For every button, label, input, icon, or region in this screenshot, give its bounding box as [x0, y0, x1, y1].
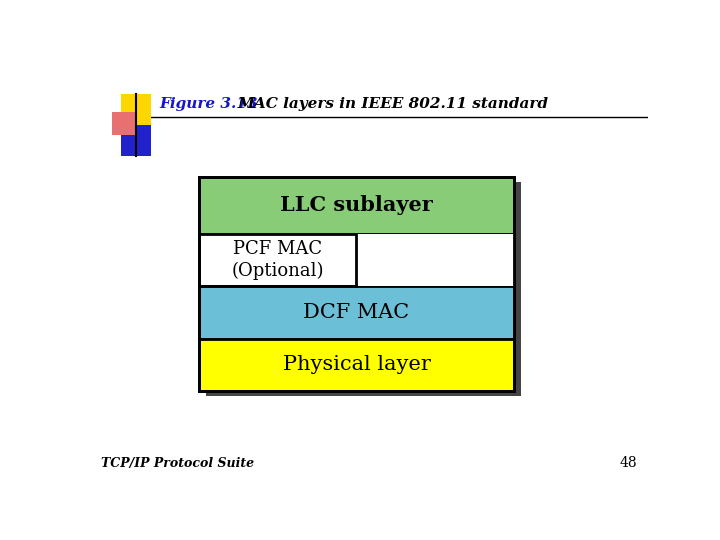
Bar [205, 182, 521, 239]
Text: LLC sublayer: LLC sublayer [280, 195, 433, 215]
Bar [121, 125, 151, 156]
Bar [356, 234, 514, 286]
Bar [199, 177, 514, 391]
Bar [121, 94, 151, 125]
Bar [199, 286, 514, 339]
Bar [199, 177, 514, 234]
Text: PCF MAC
(Optional): PCF MAC (Optional) [231, 240, 324, 280]
Bar [205, 344, 521, 396]
Bar [199, 234, 514, 286]
Text: MAC layers in IEEE 802.11 standard: MAC layers in IEEE 802.11 standard [238, 97, 549, 111]
Text: TCP/IP Protocol Suite: TCP/IP Protocol Suite [101, 457, 254, 470]
Bar [205, 291, 521, 344]
Bar [112, 112, 135, 134]
Text: Physical layer: Physical layer [282, 355, 431, 374]
Text: DCF MAC: DCF MAC [303, 303, 410, 322]
Text: 48: 48 [619, 456, 637, 470]
Bar [205, 239, 521, 291]
Text: Figure 3.13: Figure 3.13 [160, 97, 258, 111]
Bar [199, 339, 514, 391]
